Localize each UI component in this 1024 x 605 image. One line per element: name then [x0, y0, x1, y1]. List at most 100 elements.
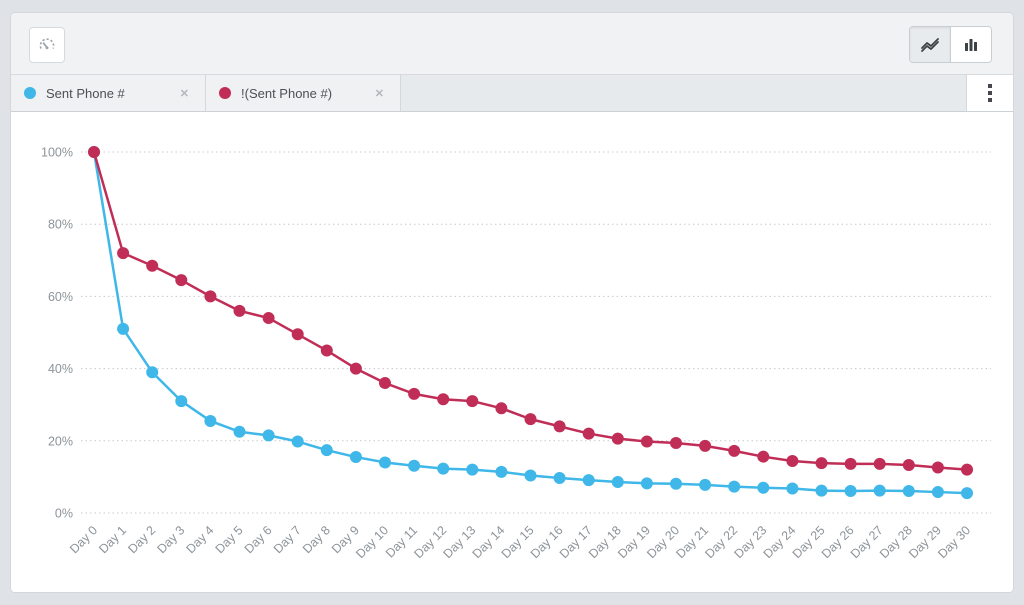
chart-section: 0% 20% 40% 60% 80% 100% Day 0 Day 1 Day 2 Day 3 Da…	[11, 112, 1013, 592]
x-axis-tick-label: Day 6	[242, 523, 275, 556]
data-point[interactable]	[844, 457, 857, 470]
close-icon[interactable]: ✕	[179, 87, 189, 100]
x-axis-tick-label: Day 8	[300, 523, 333, 556]
data-point[interactable]	[495, 465, 508, 478]
data-point[interactable]	[873, 457, 886, 470]
x-axis-tick-label: Day 1	[96, 523, 129, 556]
dashboard-gauge-button[interactable]	[29, 27, 65, 63]
x-axis-tick-label: Day 10	[353, 523, 391, 561]
y-axis-tick-label: 40%	[48, 362, 73, 376]
data-point[interactable]	[961, 463, 973, 476]
x-axis-tick-label: Day 7	[271, 523, 304, 556]
data-point[interactable]	[466, 395, 479, 408]
bar-view-button[interactable]	[950, 27, 991, 62]
data-point[interactable]	[204, 290, 217, 303]
retention-widget: Sent Phone # ✕ !(Sent Phone #) ✕ 0% 20% 40…	[10, 12, 1014, 593]
y-axis-tick-label: 80%	[48, 218, 73, 232]
x-axis-tick-label: Day 0	[67, 523, 100, 556]
data-point[interactable]	[728, 444, 741, 457]
data-point[interactable]	[553, 420, 566, 433]
data-point[interactable]	[611, 475, 624, 488]
data-point[interactable]	[146, 259, 159, 272]
x-axis-tick-label: Day 3	[154, 523, 187, 556]
x-axis-tick-label: Day 4	[184, 523, 217, 556]
data-point[interactable]	[291, 435, 304, 448]
series-color-dot	[24, 87, 36, 99]
data-point[interactable]	[262, 312, 275, 325]
data-point[interactable]	[582, 474, 595, 487]
y-axis-tick-label: 100%	[41, 146, 73, 160]
data-point[interactable]	[320, 444, 333, 457]
data-point[interactable]	[815, 484, 828, 497]
data-point[interactable]	[233, 425, 246, 438]
tab-label: !(Sent Phone #)	[241, 85, 333, 101]
data-point[interactable]	[786, 482, 799, 495]
data-point[interactable]	[582, 427, 595, 440]
data-point[interactable]	[670, 477, 682, 490]
y-axis-tick-label: 20%	[48, 434, 73, 448]
data-point[interactable]	[640, 477, 653, 490]
kebab-menu-icon	[988, 84, 992, 88]
kebab-menu-icon	[988, 91, 992, 95]
y-axis-tick-label: 60%	[48, 290, 73, 304]
data-point[interactable]	[320, 344, 333, 357]
data-point[interactable]	[88, 146, 100, 158]
data-point[interactable]	[553, 471, 566, 484]
tab-sent-phone[interactable]: Sent Phone # ✕	[11, 75, 206, 111]
line-chart-icon	[921, 37, 939, 52]
data-point[interactable]	[524, 469, 537, 482]
data-point[interactable]	[757, 450, 770, 463]
data-point[interactable]	[902, 458, 915, 471]
line-view-button[interactable]	[910, 27, 950, 62]
tabs-spacer	[401, 75, 966, 111]
data-point[interactable]	[379, 456, 391, 469]
data-point[interactable]	[146, 366, 159, 379]
data-point[interactable]	[262, 429, 275, 442]
data-point[interactable]	[524, 413, 537, 426]
y-axis-tick-label: 0%	[55, 507, 73, 521]
series-tabs-row: Sent Phone # ✕ !(Sent Phone #) ✕	[11, 75, 1013, 112]
data-point[interactable]	[408, 459, 421, 472]
data-point[interactable]	[117, 322, 130, 335]
data-point[interactable]	[728, 480, 741, 493]
data-point[interactable]	[291, 328, 304, 341]
data-point[interactable]	[204, 414, 217, 427]
data-point[interactable]	[437, 462, 450, 475]
data-point[interactable]	[437, 393, 450, 406]
tab-label: Sent Phone #	[46, 85, 125, 101]
data-point[interactable]	[844, 484, 857, 497]
data-point[interactable]	[699, 478, 712, 491]
tab-not-sent-phone[interactable]: !(Sent Phone #) ✕	[206, 75, 401, 111]
data-point[interactable]	[495, 402, 508, 415]
chart-view-toggle	[909, 26, 992, 63]
bar-chart-icon	[965, 38, 977, 51]
data-point[interactable]	[961, 487, 973, 500]
data-point[interactable]	[349, 362, 362, 375]
data-point[interactable]	[175, 395, 188, 408]
data-point[interactable]	[408, 387, 421, 400]
data-point[interactable]	[640, 435, 653, 448]
x-axis-tick-label: Day 30	[935, 523, 973, 561]
data-point[interactable]	[757, 481, 770, 494]
data-point[interactable]	[670, 436, 682, 449]
data-point[interactable]	[117, 247, 130, 260]
data-point[interactable]	[379, 377, 391, 390]
close-icon[interactable]: ✕	[374, 87, 384, 100]
more-options-button[interactable]	[966, 75, 1013, 111]
data-point[interactable]	[175, 274, 188, 287]
data-point[interactable]	[931, 461, 944, 474]
data-point[interactable]	[815, 457, 828, 470]
data-point[interactable]	[466, 463, 479, 476]
data-point[interactable]	[233, 304, 246, 317]
data-point[interactable]	[931, 486, 944, 499]
x-axis-tick-label: Day 2	[125, 523, 158, 556]
toolbar	[11, 13, 1013, 75]
data-point[interactable]	[611, 432, 624, 445]
data-point[interactable]	[349, 451, 362, 464]
data-point[interactable]	[902, 484, 915, 497]
data-point[interactable]	[786, 455, 799, 468]
data-point[interactable]	[699, 439, 712, 452]
series-color-dot	[219, 87, 231, 99]
data-point[interactable]	[873, 484, 886, 497]
